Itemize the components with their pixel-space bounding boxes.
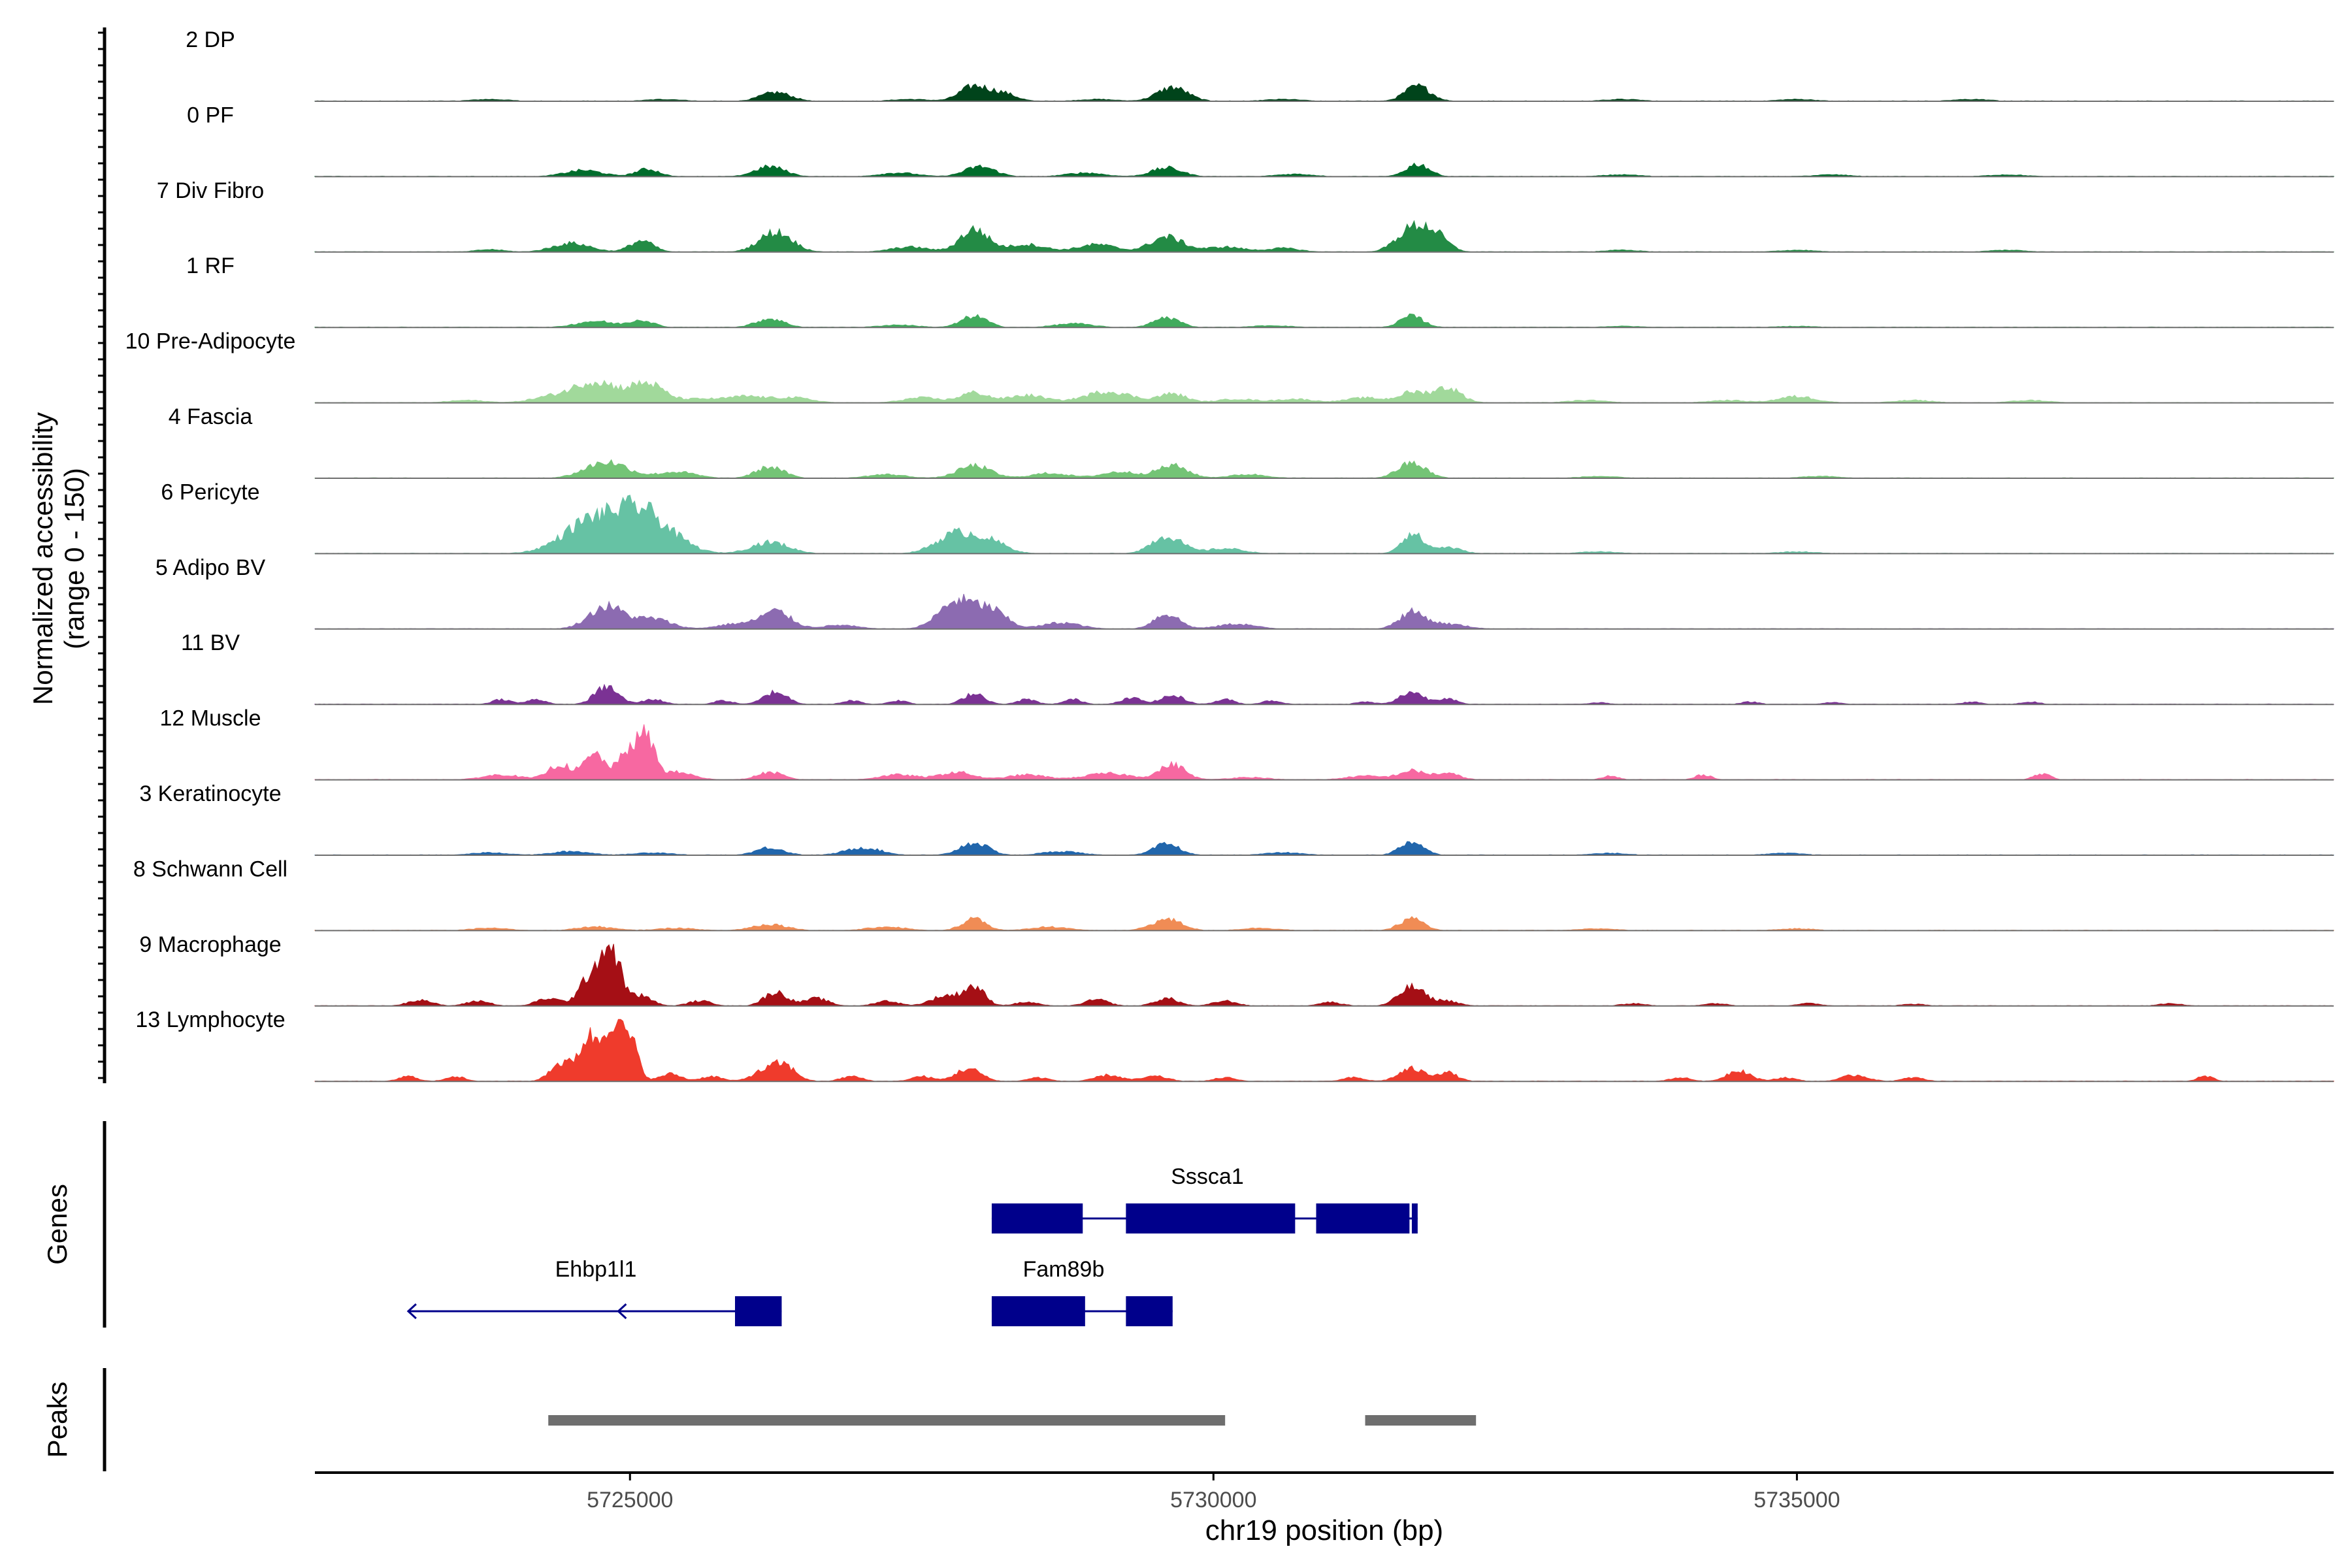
- track-12-muscle: 12 Muscle: [160, 706, 2334, 781]
- coverage-area: [314, 943, 2334, 1007]
- coverage-area: [314, 1019, 2334, 1082]
- coverage-area: [314, 313, 2334, 328]
- gene-exon: [991, 1296, 1085, 1326]
- track-5-adipo-bv: 5 Adipo BV: [155, 555, 2334, 630]
- gene-exon: [1411, 1203, 1418, 1233]
- track-13-lymphocyte: 13 Lymphocyte: [135, 1007, 2334, 1083]
- coverage-area: [314, 380, 2334, 404]
- track-label: 4 Fascia: [169, 404, 253, 429]
- gene-fam89b: Fam89b: [991, 1257, 1173, 1326]
- track-label: 11 BV: [181, 630, 240, 655]
- gene-ehbp1l1: Ehbp1l1: [406, 1257, 782, 1326]
- gene-exon: [1126, 1203, 1296, 1233]
- track-label: 1 RF: [186, 253, 235, 278]
- peaks-panel-label: Peaks: [42, 1382, 73, 1458]
- gene-label: Ehbp1l1: [555, 1257, 637, 1282]
- gene-exon: [1316, 1203, 1410, 1233]
- coverage-area: [314, 593, 2334, 630]
- track-label: 10 Pre-Adipocyte: [125, 329, 296, 354]
- peak-region-bar: [1365, 1415, 1477, 1426]
- track-label: 5 Adipo BV: [155, 555, 266, 580]
- track-label: 9 Macrophage: [139, 932, 281, 957]
- genes-panel-label: Genes: [42, 1184, 73, 1265]
- gene-label: Fam89b: [1023, 1257, 1105, 1282]
- y-axis: [98, 27, 106, 1083]
- coverage-area: [314, 495, 2334, 554]
- y-axis-title-line2: (range 0 - 150): [59, 468, 90, 649]
- track-label: 0 PF: [187, 103, 234, 127]
- gene-exon: [1126, 1296, 1173, 1326]
- track-11-bv: 11 BV: [181, 630, 2334, 706]
- coverage-area: [314, 683, 2334, 705]
- peak-regions: [548, 1415, 1477, 1426]
- coverage-area: [314, 724, 2334, 781]
- track-10-pre-adipocyte: 10 Pre-Adipocyte: [125, 329, 2334, 404]
- strand-arrow: [617, 1303, 627, 1320]
- coverage-area: [314, 459, 2334, 479]
- track-label: 2 DP: [186, 27, 235, 52]
- track-label: 12 Muscle: [160, 706, 261, 731]
- coverage-area: [314, 841, 2334, 856]
- gene-sssca1: Sssca1: [991, 1164, 1418, 1233]
- track-1-rf: 1 RF: [186, 253, 2334, 329]
- track-9-macrophage: 9 Macrophage: [139, 932, 2334, 1007]
- gene-exon: [735, 1296, 782, 1326]
- y-axis-title-line1: Normalized accessibility: [27, 412, 58, 705]
- track-3-keratinocyte: 3 Keratinocyte: [139, 781, 2334, 856]
- coverage-area: [314, 162, 2334, 177]
- track-label: 7 Div Fibro: [157, 178, 264, 203]
- x-tick-label: 5730000: [1170, 1488, 1256, 1512]
- x-axis-title: chr19 position (bp): [1205, 1514, 1443, 1546]
- track-label: 8 Schwann Cell: [133, 857, 287, 881]
- track-0-pf: 0 PF: [187, 103, 2334, 178]
- x-tick-label: 5735000: [1754, 1488, 1840, 1512]
- strand-arrow: [406, 1303, 417, 1320]
- track-8-schwann-cell: 8 Schwann Cell: [133, 857, 2334, 932]
- x-tick-label: 5725000: [587, 1488, 673, 1512]
- gene-annotations: Sssca1 Ehbp1l1 Fam89b: [406, 1164, 1418, 1326]
- x-axis: 5725000 5730000 5735000: [587, 1473, 1840, 1512]
- track-4-fascia: 4 Fascia: [169, 404, 2334, 479]
- coverage-tracks: 2 DP 0 PF 7 Div Fibro 1 RF 10 Pre-Adipocyte 4…: [125, 27, 2334, 1083]
- track-label: 3 Keratinocyte: [139, 781, 281, 806]
- track-label: 13 Lymphocyte: [135, 1007, 285, 1032]
- peak-region-bar: [548, 1415, 1226, 1426]
- coverage-area: [314, 83, 2334, 102]
- track-2-dp: 2 DP: [186, 27, 2334, 102]
- coverage-area: [314, 916, 2334, 931]
- track-6-pericyte: 6 Pericyte: [161, 480, 2334, 555]
- coverage-area: [314, 220, 2334, 253]
- track-7-div-fibro: 7 Div Fibro: [157, 178, 2334, 253]
- track-label: 6 Pericyte: [161, 480, 259, 504]
- gene-label: Sssca1: [1171, 1164, 1244, 1189]
- gene-exon: [991, 1203, 1083, 1233]
